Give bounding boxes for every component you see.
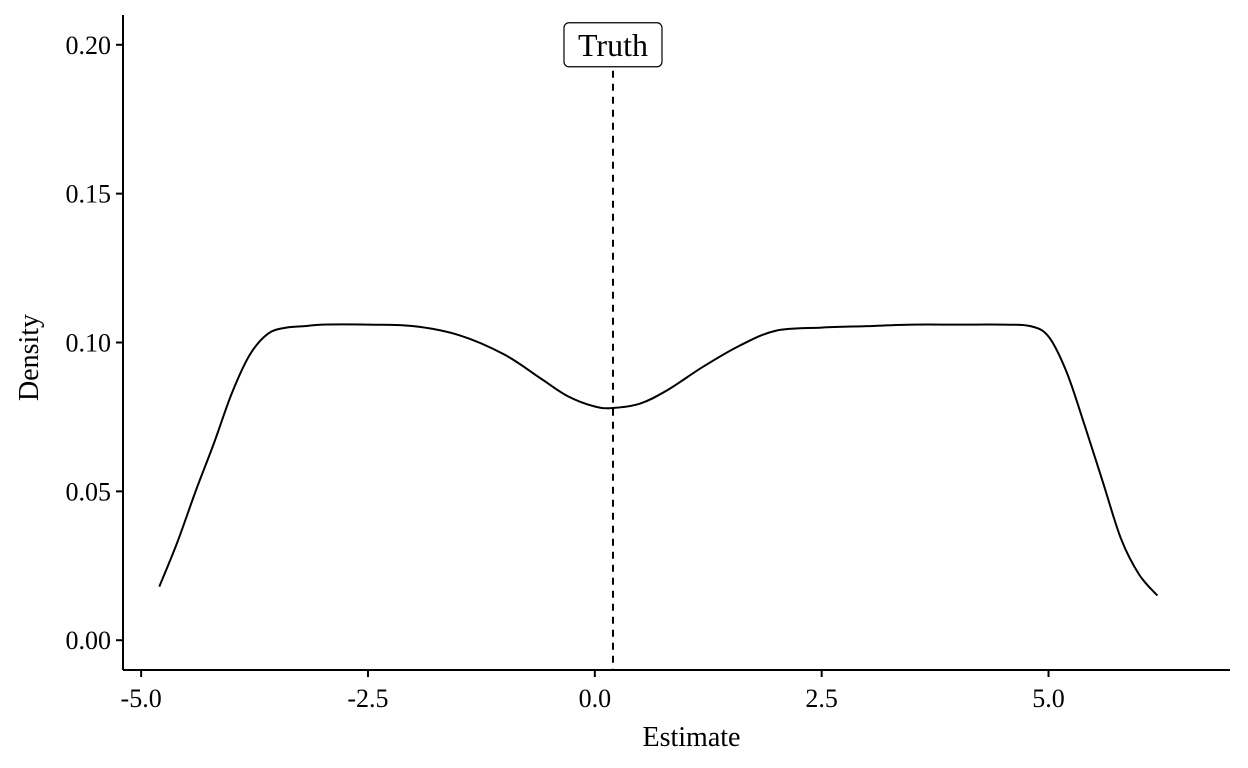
x-tick-label: 5.0 [1032, 684, 1065, 713]
y-tick-label: 0.00 [66, 626, 112, 655]
x-tick-label: -2.5 [347, 684, 388, 713]
y-tick-label: 0.10 [66, 329, 112, 358]
x-ticks: -5.0 -2.5 0.0 2.5 5.0 [121, 670, 1065, 713]
truth-label: Truth [578, 27, 648, 63]
y-tick-label: 0.20 [66, 31, 112, 60]
x-tick-label: -5.0 [121, 684, 162, 713]
x-axis-title: Estimate [643, 722, 741, 753]
y-ticks: 0.00 0.05 0.10 0.15 0.20 [66, 31, 123, 655]
density-curve [158, 323, 1159, 597]
x-tick-label: 0.0 [579, 684, 612, 713]
truth-label-box [563, 22, 663, 68]
x-tick-label: 2.5 [805, 684, 838, 713]
y-tick-label: 0.15 [66, 180, 112, 209]
axes [122, 15, 1230, 671]
y-axis-title: Density [14, 314, 45, 401]
y-tick-label: 0.05 [66, 477, 112, 506]
